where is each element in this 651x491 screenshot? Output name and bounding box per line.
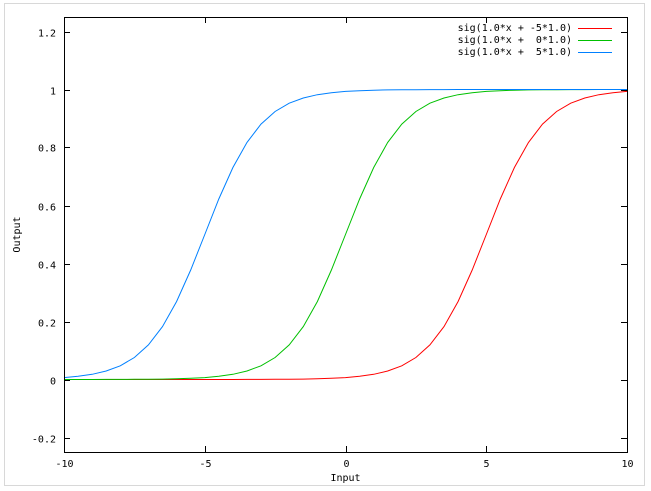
y-tick-label: 0.4 <box>38 261 56 272</box>
y-tick-label: 0 <box>50 377 56 388</box>
x-tick-label: -5 <box>199 459 211 470</box>
x-tick-label: 5 <box>483 459 489 470</box>
x-tick-label: 0 <box>343 459 349 470</box>
y-tick-label: -0.2 <box>32 435 56 446</box>
chart-frame <box>4 3 645 486</box>
legend-label: sig(1.0*x + 5*1.0) <box>458 47 572 58</box>
x-axis-label: Input <box>330 473 360 484</box>
y-tick-label: 0.6 <box>38 203 56 214</box>
legend-label: sig(1.0*x + -5*1.0) <box>458 23 572 34</box>
plot-border <box>64 17 628 453</box>
y-tick-label: 1.2 <box>38 29 56 40</box>
ticks-layer: -10 -5 0 5 10 -0.2 0 0.2 0.4 0.6 0.8 1 1.2 <box>32 17 634 470</box>
series-line-1 <box>64 89 627 380</box>
legend-label: sig(1.0*x + 0*1.0) <box>458 35 572 46</box>
y-tick-label: 0.2 <box>38 319 56 330</box>
y-axis-label: Output <box>12 216 23 252</box>
x-tick-label: 10 <box>621 459 633 470</box>
series-layer <box>63 89 628 380</box>
y-tick-label: 1 <box>50 87 56 98</box>
series-line-2 <box>63 89 627 379</box>
x-tick-label: -10 <box>55 459 73 470</box>
y-tick-label: 0.8 <box>38 144 56 155</box>
legend: sig(1.0*x + -5*1.0)sig(1.0*x + 0*1.0)sig… <box>458 23 612 58</box>
